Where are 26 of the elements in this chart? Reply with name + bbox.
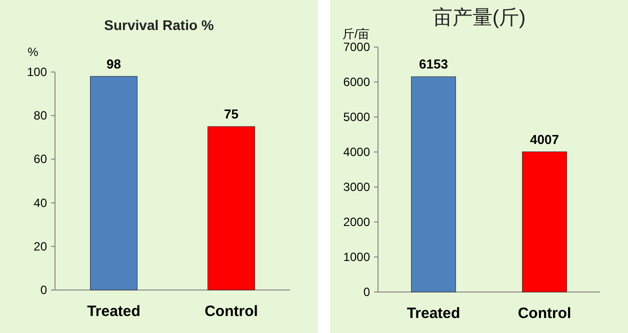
x-tick-label: Treated <box>87 303 140 320</box>
y-axis-title: % <box>28 45 39 59</box>
y-tick-label: 80 <box>34 108 48 123</box>
y-tick-label: 6000 <box>343 75 370 89</box>
y-tick-label: 7000 <box>343 40 370 54</box>
y-tick-label: 40 <box>34 196 48 210</box>
y-axis-title: 斤/亩 <box>342 27 370 41</box>
chart-title: Survival Ratio % <box>104 17 214 33</box>
y-tick-label: 3000 <box>343 180 370 194</box>
y-tick-label: 60 <box>34 152 48 166</box>
x-tick-label: Control <box>204 303 258 320</box>
y-tick-label: 4000 <box>343 145 370 159</box>
data-label: 75 <box>224 106 238 122</box>
y-tick-label: 20 <box>34 239 48 254</box>
data-label: 4007 <box>530 132 559 147</box>
y-tick-label: 5000 <box>343 110 370 124</box>
x-tick-label: Treated <box>406 305 460 322</box>
x-tick-label: Control <box>518 305 572 322</box>
y-tick-label: 100 <box>26 65 48 79</box>
y-tick-label: 0 <box>363 285 370 299</box>
chart-title: 亩产量(斤) <box>432 7 526 29</box>
data-label: 98 <box>106 56 121 72</box>
y-tick-label: 1000 <box>343 250 370 264</box>
y-tick-label: 0 <box>40 283 48 297</box>
data-label: 6153 <box>419 56 448 72</box>
y-tick-label: 2000 <box>343 215 370 229</box>
